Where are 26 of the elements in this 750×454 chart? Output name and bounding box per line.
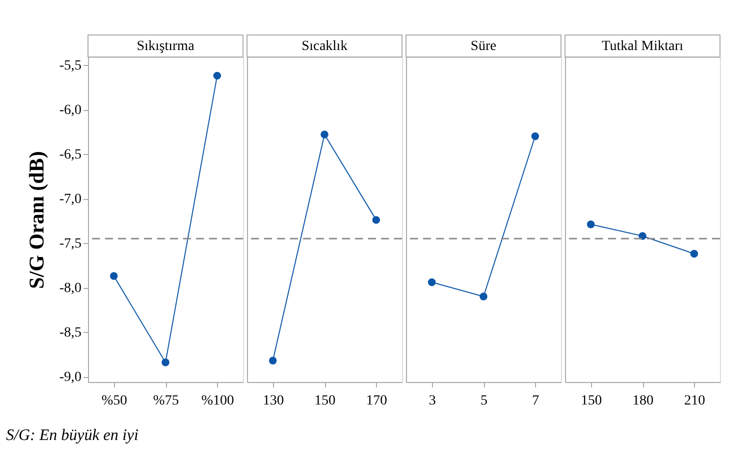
chart-title: Sıcaklık	[302, 39, 348, 54]
chart-title: Sıkıştırma	[136, 39, 196, 54]
x-tick-label: 5	[480, 394, 488, 408]
x-tick-label: 7	[532, 394, 540, 408]
chart-title: Süre	[470, 39, 496, 54]
y-tick-label: -8,5	[59, 326, 82, 341]
y-tick-label: -6,0	[59, 103, 82, 118]
x-tick-label: 150	[314, 394, 336, 408]
x-tick-label: %50	[101, 394, 128, 408]
x-tick-label: %75	[153, 394, 179, 408]
x-tick-label: 130	[262, 394, 284, 408]
y-tick-label: -5,5	[59, 58, 82, 74]
chart-title: Tutkal Miktarı	[602, 39, 684, 54]
y-tick-label: -7,0	[59, 192, 82, 208]
y-tick-label: -6,5	[59, 148, 82, 163]
y-tick-label: -7,5	[59, 236, 82, 252]
y-tick-label: -8,0	[59, 281, 82, 296]
x-tick-label: 170	[366, 394, 388, 408]
text: S/G: En büyük en iyi	[6, 427, 138, 444]
y-axis-title: S/G Oranı (dB)	[24, 151, 48, 289]
y-tick-label: -9,0	[59, 370, 82, 386]
x-tick-label: 3	[428, 394, 436, 408]
x-tick-label: 150	[580, 394, 602, 408]
x-tick-label: 210	[684, 394, 706, 408]
x-tick-label: 180	[632, 394, 654, 408]
x-tick-label: %100	[201, 394, 234, 408]
